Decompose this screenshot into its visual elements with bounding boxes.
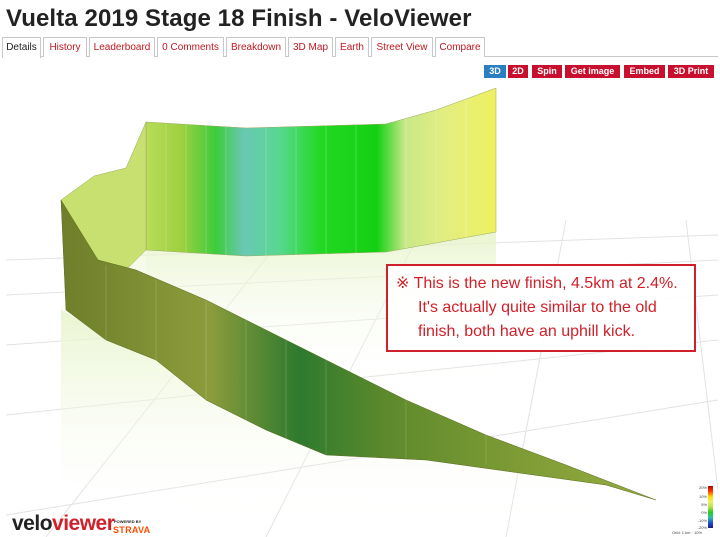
veloviewer-logo: veloviewer (12, 512, 115, 535)
annotation-line-1: ※ This is the new finish, 4.5km at 2.4%. (396, 275, 678, 292)
get-image-button[interactable]: Get image (565, 65, 620, 78)
tab-comments[interactable]: 0 Comments (157, 37, 224, 57)
tab-3d-map[interactable]: 3D Map (288, 37, 333, 57)
legend-tick: 5% (701, 502, 707, 507)
spin-button[interactable]: Spin (532, 65, 562, 78)
legend-tick: 0% (701, 510, 707, 515)
logo-velo: velo (12, 512, 53, 535)
3d-print-button[interactable]: 3D Print (668, 65, 714, 78)
3d-profile-viewer[interactable]: 3D 2D Spin Get image Embed 3D Print ※ Th… (6, 60, 718, 537)
tab-details[interactable]: Details (2, 37, 41, 58)
logo-viewer: viewer (52, 512, 115, 535)
legend-tick: 10% (698, 494, 707, 499)
legend-grid-note: Grid: 1 km · 10% (672, 530, 703, 535)
gradient-color-bar (708, 486, 713, 528)
tab-earth[interactable]: Earth (335, 37, 369, 57)
legend-tick: 20% (698, 485, 707, 490)
far-wall (145, 87, 497, 257)
strava-logo: STRAVA (113, 525, 151, 535)
tab-compare[interactable]: Compare (435, 37, 485, 57)
embed-button[interactable]: Embed (624, 65, 665, 78)
tab-leaderboard[interactable]: Leaderboard (89, 37, 155, 57)
legend-tick: -10% (697, 518, 707, 523)
page-title: Vuelta 2019 Stage 18 Finish - VeloViewer (6, 5, 472, 32)
annotation-line-2: It's actually quite similar to the old (418, 299, 657, 316)
tab-history[interactable]: History (43, 37, 87, 57)
annotation-callout: ※ This is the new finish, 4.5km at 2.4%.… (386, 264, 696, 352)
annotation-line-3: finish, both have an uphill kick. (418, 323, 636, 340)
toggle-2d-button[interactable]: 2D (508, 65, 528, 78)
near-wall-segments (105, 265, 487, 465)
far-wall-segments (165, 98, 467, 256)
tab-street-view[interactable]: Street View (371, 37, 433, 57)
near-wall (60, 199, 657, 501)
powered-by-label: POWERED BY (114, 519, 142, 524)
toggle-3d-button[interactable]: 3D (484, 65, 506, 78)
gradient-legend: 20% 10% 5% 0% -10% -20% (694, 485, 716, 532)
tab-bar: Details History Leaderboard 0 Comments B… (2, 37, 718, 58)
legend-tick: -20% (697, 525, 707, 530)
tab-breakdown[interactable]: Breakdown (226, 37, 286, 57)
